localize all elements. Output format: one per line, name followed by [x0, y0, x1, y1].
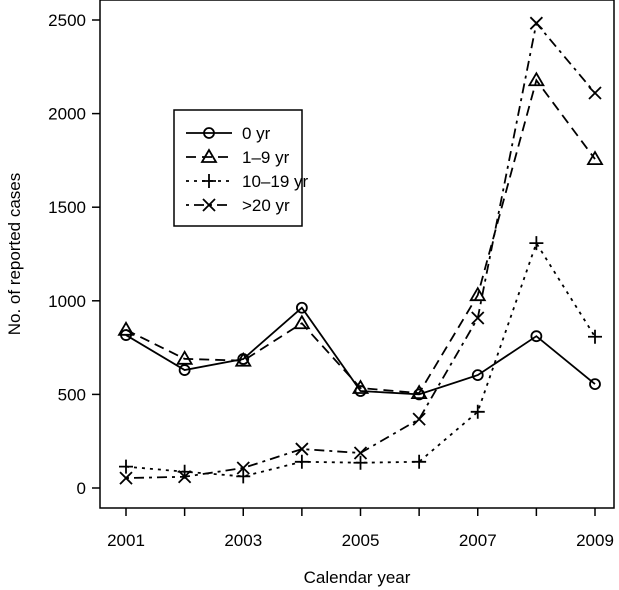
x-tick-label: 2005: [342, 531, 380, 550]
cross-marker: [412, 412, 426, 426]
x-axis: 2001 2003 2005 2007 2009: [107, 508, 614, 550]
triangle-marker: [469, 286, 487, 302]
legend-item: 10–19 yr: [186, 172, 308, 191]
y-tick-label: 500: [58, 385, 86, 404]
series-line: [125, 306, 596, 396]
triangle-marker: [410, 384, 428, 399]
plus-marker: [202, 174, 216, 188]
y-tick-label: 2000: [48, 105, 86, 124]
y-axis-label: No. of reported cases: [5, 173, 24, 336]
series-line: [125, 78, 596, 395]
triangle-marker: [234, 351, 252, 367]
series-lines: [117, 16, 604, 485]
cross-marker: [236, 461, 250, 475]
triangle-marker: [117, 321, 135, 336]
plus-marker: [119, 459, 133, 474]
cross-marker: [202, 198, 216, 212]
y-axis: 0 500 1000 1500 2000 2500: [48, 11, 100, 498]
plot-frame: [99, 0, 615, 509]
y-tick-label: 1500: [48, 198, 86, 217]
legend-item: 0 yr: [186, 124, 271, 143]
y-tick-label: 0: [77, 479, 86, 498]
cross-marker: [119, 471, 133, 485]
plus-marker: [294, 454, 309, 469]
cross-marker: [471, 311, 485, 325]
x-tick-label: 2001: [107, 531, 145, 550]
circle-marker: [178, 364, 191, 376]
triangle-marker: [351, 379, 370, 394]
series-0: [120, 301, 601, 401]
legend-box: [173, 109, 303, 227]
x-tick-label: 2009: [576, 531, 614, 550]
cross-marker: [353, 446, 368, 460]
legend-label: 0 yr: [242, 124, 271, 143]
legend-item: 1–9 yr: [186, 148, 290, 167]
legend-label: 1–9 yr: [242, 148, 290, 167]
circle-marker: [589, 378, 601, 391]
triangle-marker: [293, 314, 311, 330]
circle-marker: [295, 301, 308, 314]
triangle-marker: [527, 71, 545, 87]
triangle-marker: [200, 148, 218, 163]
circle-marker: [530, 330, 543, 343]
x-tick-label: 2003: [224, 531, 262, 550]
triangle-marker: [586, 150, 604, 165]
cross-marker: [588, 86, 602, 100]
plus-marker: [353, 455, 368, 470]
cross-marker: [529, 16, 544, 30]
series-2: [119, 236, 602, 484]
x-tick-label: 2007: [459, 531, 497, 550]
plus-marker: [412, 454, 427, 469]
series-line: [125, 21, 596, 479]
series-3: [119, 16, 602, 485]
plus-marker: [529, 236, 544, 251]
legend: 0 yr 1–9 yr 10–19 yr >20 yr: [173, 109, 308, 227]
plus-marker: [470, 404, 485, 419]
legend-label: >20 yr: [242, 196, 290, 215]
plus-marker: [236, 469, 251, 484]
cross-marker: [177, 470, 192, 484]
cross-marker: [295, 442, 309, 456]
y-tick-label: 1000: [48, 292, 86, 311]
x-axis-label: Calendar year: [304, 568, 411, 587]
series-line: [125, 241, 596, 478]
circle-marker: [203, 127, 215, 139]
legend-label: 10–19 yr: [242, 172, 308, 191]
legend-item: >20 yr: [186, 196, 290, 215]
plus-marker: [588, 329, 602, 344]
y-tick-label: 2500: [48, 11, 86, 30]
circle-marker: [471, 369, 484, 382]
triangle-marker: [176, 350, 194, 365]
series-1: [117, 71, 604, 399]
